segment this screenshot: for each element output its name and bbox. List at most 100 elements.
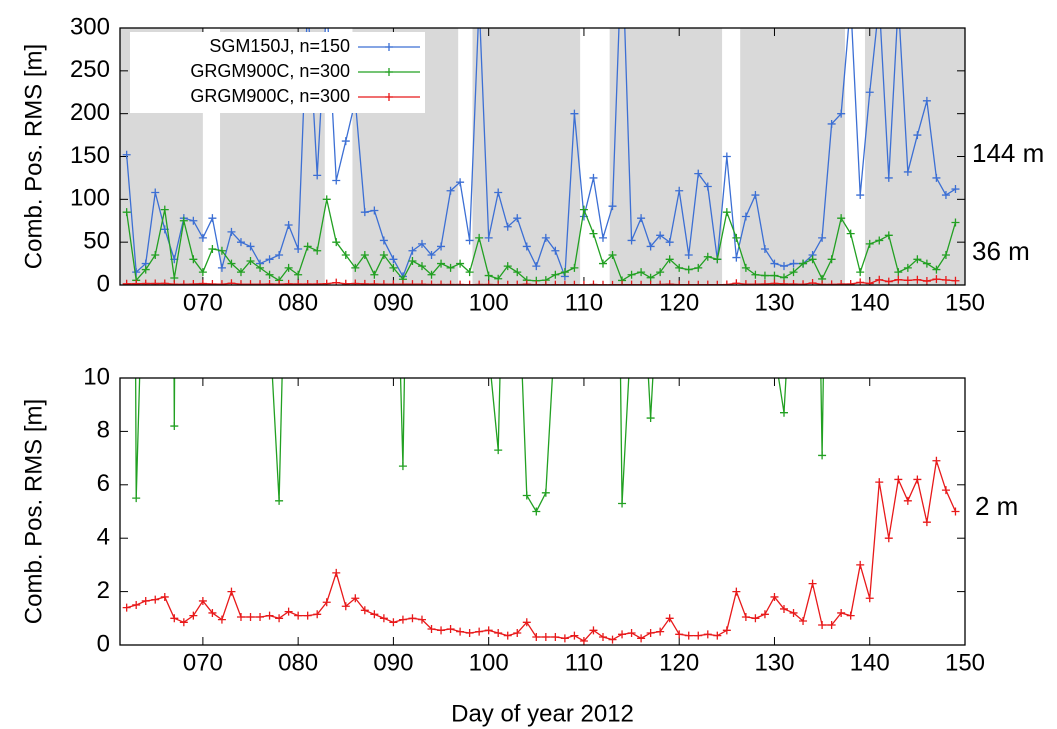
point-marker <box>227 227 236 236</box>
point-marker <box>532 632 541 641</box>
point-marker <box>484 271 493 280</box>
point-marker <box>208 608 217 617</box>
point-marker <box>646 628 655 637</box>
point-marker <box>313 246 322 255</box>
x-tick-label: 070 <box>183 649 223 676</box>
point-marker <box>427 251 436 260</box>
point-marker <box>837 608 846 617</box>
point-marker <box>256 263 265 272</box>
point-marker <box>304 0 312 6</box>
point-marker <box>684 251 693 260</box>
x-tick-label: 080 <box>278 289 318 316</box>
point-marker <box>398 615 407 624</box>
point-marker <box>560 268 569 277</box>
legend-marker <box>385 93 393 101</box>
point-marker <box>370 610 379 619</box>
series-line <box>135 378 824 513</box>
point-marker <box>827 119 836 128</box>
point-marker <box>236 280 245 285</box>
point-marker <box>379 614 388 623</box>
point-marker <box>408 280 417 285</box>
point-marker <box>151 279 160 285</box>
point-marker <box>322 195 331 204</box>
point-marker <box>598 233 607 242</box>
point-marker <box>760 245 769 254</box>
point-marker <box>922 96 931 105</box>
y-tick-label: 50 <box>83 228 110 255</box>
point-marker <box>294 280 303 285</box>
x-tick-label: 090 <box>373 289 413 316</box>
point-marker <box>427 270 436 279</box>
point-marker <box>913 275 922 284</box>
point-marker <box>484 233 493 242</box>
point-marker <box>751 191 760 200</box>
point-marker <box>265 280 274 285</box>
point-marker <box>761 347 769 355</box>
point-marker <box>818 233 827 242</box>
point-marker <box>608 635 617 644</box>
x-tick-label: 120 <box>659 289 699 316</box>
point-marker <box>208 245 217 254</box>
annotation: 144 m <box>972 138 1044 168</box>
point-marker <box>532 262 541 271</box>
point-marker <box>779 408 788 417</box>
point-marker <box>503 222 512 231</box>
point-marker <box>275 614 284 623</box>
point-marker <box>665 614 674 623</box>
point-marker <box>579 636 588 645</box>
point-marker <box>465 628 474 637</box>
y-tick-label: 6 <box>97 470 110 497</box>
point-marker <box>922 259 931 268</box>
point-marker <box>903 263 912 272</box>
point-marker <box>303 611 312 620</box>
x-tick-label: 140 <box>850 649 890 676</box>
point-marker <box>856 268 865 277</box>
point-marker <box>627 236 636 245</box>
point-marker <box>684 631 693 640</box>
point-marker <box>322 598 331 607</box>
point-marker <box>217 615 226 624</box>
point-marker <box>465 268 474 277</box>
y-tick-label: 4 <box>97 524 110 551</box>
point-marker <box>151 595 160 604</box>
annotation: 2 m <box>975 491 1018 521</box>
point-marker <box>132 279 141 285</box>
point-marker <box>656 268 665 277</box>
point-marker <box>646 414 655 423</box>
point-marker <box>284 263 293 272</box>
point-marker <box>313 610 322 619</box>
point-marker <box>932 456 941 465</box>
series-line <box>126 199 957 282</box>
point-marker <box>446 624 455 633</box>
point-marker <box>741 263 750 272</box>
x-tick-label: 100 <box>469 289 509 316</box>
point-marker <box>951 507 960 516</box>
point-marker <box>884 534 893 543</box>
y-axis-label: Comb. Pos. RMS [m] <box>20 44 47 269</box>
point-marker <box>751 614 760 623</box>
point-marker <box>951 185 960 194</box>
plot-frame <box>119 27 966 286</box>
point-marker <box>675 186 684 195</box>
point-marker <box>903 276 912 285</box>
point-marker <box>732 279 741 285</box>
point-marker <box>713 631 722 640</box>
point-marker <box>265 255 274 264</box>
point-marker <box>741 612 750 621</box>
point-marker <box>417 280 426 285</box>
point-marker <box>408 257 417 266</box>
point-marker <box>875 275 884 284</box>
point-marker <box>494 628 503 637</box>
point-marker <box>503 262 512 271</box>
point-marker <box>875 478 884 487</box>
point-marker <box>198 233 207 242</box>
y-tick-label: 150 <box>70 142 110 169</box>
point-marker <box>313 171 322 180</box>
point-marker <box>332 278 341 285</box>
point-marker <box>779 604 788 613</box>
point-marker <box>760 271 769 280</box>
point-marker <box>894 0 902 6</box>
point-marker <box>389 618 398 627</box>
